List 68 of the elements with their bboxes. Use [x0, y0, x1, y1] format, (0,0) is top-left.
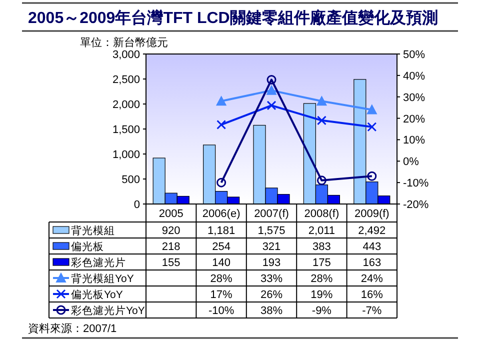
- legend-label: 偏光板: [71, 240, 104, 253]
- point: [266, 100, 276, 110]
- x-tick-label: 2008(f): [304, 208, 340, 220]
- data-label: 19%: [310, 289, 333, 301]
- data-label: 33%: [260, 273, 283, 285]
- point: [316, 176, 326, 186]
- y2-tick-label: 20%: [403, 113, 426, 126]
- point: [216, 96, 226, 106]
- x-tick-label: 2009(f): [354, 208, 390, 220]
- data-label: 1,181: [208, 225, 236, 237]
- y2-tick-label: -20%: [403, 199, 429, 211]
- data-label: 24%: [360, 273, 384, 285]
- y2-tick-label: 40%: [403, 70, 426, 82]
- data-label: -9%: [312, 305, 332, 317]
- source-note: 資料來源：2007/1: [28, 322, 117, 335]
- point: [216, 178, 226, 188]
- point: [316, 96, 327, 106]
- data-label: 2,492: [358, 225, 386, 237]
- point: [366, 104, 377, 114]
- data-label: 1,575: [258, 225, 286, 237]
- data-label: -10%: [208, 305, 234, 317]
- data-label: 140: [212, 257, 230, 269]
- x-tick-label: 2007(f): [254, 208, 289, 220]
- legend-label: 彩色濾光片: [71, 256, 126, 269]
- data-label: 443: [362, 241, 382, 253]
- y-tick-label: 1,500: [112, 124, 140, 136]
- data-label: -7%: [362, 305, 382, 317]
- legend-label: 彩色濾光片YoY: [71, 304, 145, 317]
- data-label: 175: [312, 257, 331, 269]
- legend-label: 背光模組YoY: [71, 272, 134, 285]
- x-tick-label: 2006(e): [202, 208, 240, 220]
- point: [216, 120, 226, 130]
- y2-tick-label: 30%: [403, 92, 426, 104]
- data-label: 383: [312, 241, 331, 253]
- data-label: 920: [162, 225, 180, 237]
- point: [316, 116, 326, 126]
- y-tick-label: 1,000: [112, 149, 140, 161]
- data-label: 218: [162, 241, 180, 253]
- data-label: 193: [262, 257, 281, 269]
- data-label: 2,011: [308, 225, 336, 237]
- y2-tick-label: 0%: [403, 156, 420, 168]
- point: [367, 122, 377, 132]
- point: [266, 85, 276, 95]
- data-label: 254: [212, 241, 230, 253]
- y-tick-label: 500: [122, 174, 140, 186]
- data-label: 28%: [310, 273, 333, 285]
- y2-tick-label: 50%: [403, 49, 426, 61]
- y-axis-title: 單位：新台幣億元: [80, 36, 168, 49]
- data-label: 26%: [260, 289, 283, 301]
- data-label: 38%: [260, 305, 283, 317]
- legend-label: 背光模組: [71, 224, 115, 237]
- y-tick-label: 3,000: [112, 49, 140, 61]
- data-label: 16%: [360, 289, 384, 301]
- data-label: 17%: [210, 289, 233, 301]
- legend-label: 偏光板YoY: [71, 288, 123, 301]
- y-tick-label: 2,000: [112, 99, 140, 111]
- data-label: 155: [162, 257, 180, 269]
- chart-title: 2005～2009年台灣TFT LCD關鍵零組件廠產值變化及預測: [28, 9, 438, 27]
- y-tick-label: 0: [134, 199, 140, 211]
- data-label: 163: [362, 257, 382, 269]
- y-tick-label: 2,500: [112, 74, 140, 86]
- data-label: 321: [262, 241, 281, 253]
- y2-tick-label: -10%: [403, 178, 429, 190]
- y2-tick-label: 10%: [403, 134, 426, 147]
- x-tick-label: 2005: [158, 208, 184, 220]
- point: [266, 74, 276, 84]
- data-label: 28%: [210, 273, 233, 285]
- point: [367, 171, 377, 181]
